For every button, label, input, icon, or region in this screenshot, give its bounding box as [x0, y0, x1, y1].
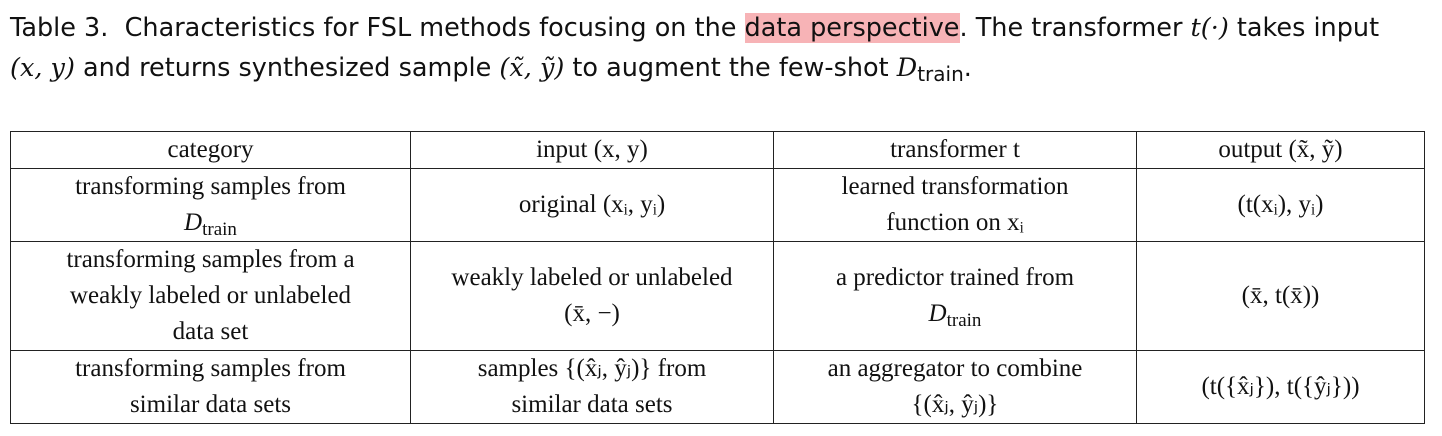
caption-end: . — [963, 53, 972, 83]
cell-line: transforming samples from a — [66, 246, 355, 273]
cell-line: similar data sets — [129, 391, 292, 418]
cell-line: {(x̂ⱼ, ŷⱼ)} — [911, 391, 999, 418]
cell-line: weakly labeled or unlabeled — [451, 264, 733, 291]
caption-highlight: data perspective — [744, 13, 960, 43]
cell-line: weakly labeled or unlabeled — [69, 282, 352, 309]
cell-category: transforming samples from a weakly label… — [10, 241, 411, 351]
caption-text-1: Characteristics for FSL methods focusing… — [124, 13, 737, 43]
cell-line: (x̄, −) — [564, 300, 620, 327]
cell-output: (x̄, t(x̄)) — [1136, 241, 1425, 351]
math-D: D — [184, 209, 203, 236]
cell-output: (t(xᵢ), yᵢ) — [1136, 168, 1425, 242]
caption-math-D: D — [896, 53, 918, 83]
cell-line: transforming samples from — [75, 173, 346, 200]
caption-line-2: (x, y) and returns synthesized sample (x… — [10, 48, 1434, 88]
caption-math-xy-tilde: (x̃, ỹ) — [499, 53, 565, 83]
cell-line: transforming samples from — [75, 355, 346, 382]
table-row: transforming samples from similar data s… — [10, 350, 1425, 424]
cell-line: data set — [172, 318, 249, 345]
characteristics-table: category input (x, y) transformer t outp… — [10, 131, 1425, 424]
header-output: output (x̃, ỹ) — [1136, 131, 1425, 169]
cell-line: samples {(x̂ⱼ, ŷⱼ)} from — [477, 355, 707, 382]
table-header-row: category input (x, y) transformer t outp… — [10, 131, 1425, 169]
cell-line: learned transformation — [841, 173, 1069, 200]
table-row: transforming samples from a weakly label… — [10, 241, 1425, 351]
caption-text-5: to augment the few-shot — [572, 53, 889, 83]
caption-math-D-sub: train — [917, 62, 964, 86]
cell-transformer: learned transformation function on xᵢ — [773, 168, 1137, 242]
caption-text-4: and returns synthesized sample — [83, 53, 492, 83]
cell-category: transforming samples from Dtrain — [10, 168, 411, 242]
caption-label: Table 3. — [10, 13, 109, 43]
cell-transformer: an aggregator to combine {(x̂ⱼ, ŷⱼ)} — [773, 350, 1137, 424]
caption-math-t: t(·) — [1190, 13, 1229, 43]
table-row: transforming samples from Dtrain origina… — [10, 168, 1425, 242]
cell-line: Dtrain — [780, 296, 1130, 332]
cell-line: Dtrain — [17, 205, 404, 241]
math-D: D — [928, 300, 947, 327]
header-input: input (x, y) — [410, 131, 774, 169]
cell-input: weakly labeled or unlabeled (x̄, −) — [410, 241, 774, 351]
header-transformer: transformer t — [773, 131, 1137, 169]
cell-category: transforming samples from similar data s… — [10, 350, 411, 424]
table-caption: Table 3. Characteristics for FSL methods… — [10, 8, 1434, 88]
math-D-sub: train — [202, 219, 237, 240]
cell-output: (t({x̂ⱼ}), t({ŷⱼ})) — [1136, 350, 1425, 424]
caption-text-2: . The transformer — [959, 13, 1183, 43]
cell-line: a predictor trained from — [835, 264, 1075, 291]
cell-input: original (xᵢ, yᵢ) — [410, 168, 774, 242]
cell-line: similar data sets — [511, 391, 673, 418]
cell-line: an aggregator to combine — [827, 355, 1083, 382]
cell-transformer: a predictor trained from Dtrain — [773, 241, 1137, 351]
cell-input: samples {(x̂ⱼ, ŷⱼ)} from similar data se… — [410, 350, 774, 424]
cell-line: function on xᵢ — [886, 209, 1024, 236]
math-D-sub: train — [946, 310, 982, 331]
header-category: category — [10, 131, 411, 169]
caption-line-1: Table 3. Characteristics for FSL methods… — [10, 8, 1434, 48]
caption-math-xy: (x, y) — [10, 53, 75, 83]
caption-text-3: takes input — [1236, 13, 1380, 43]
